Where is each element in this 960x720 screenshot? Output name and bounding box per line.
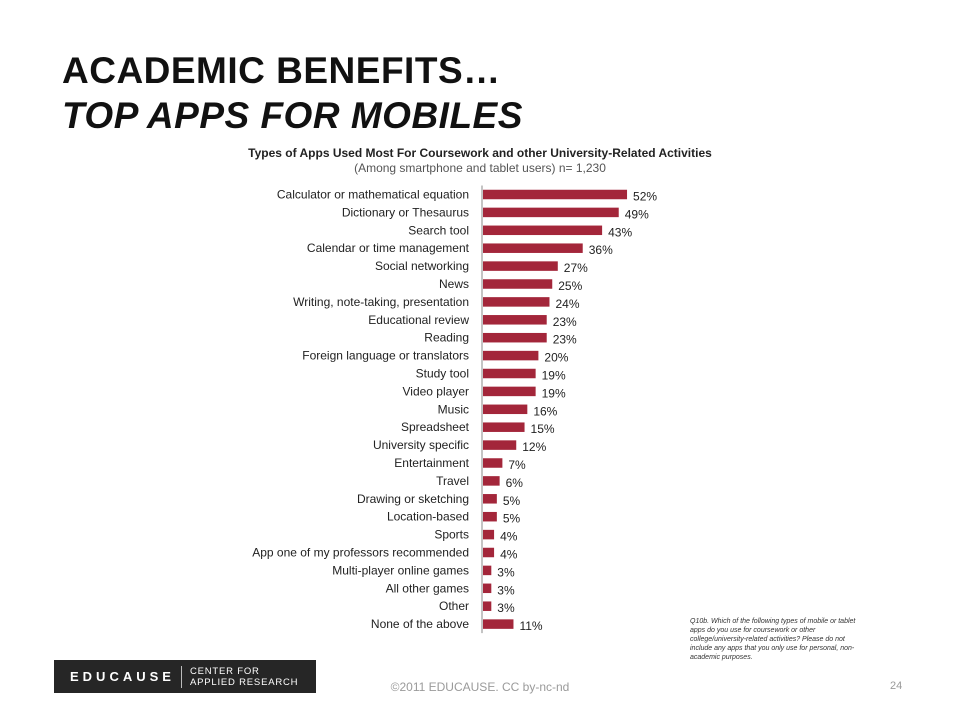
category-label: Social networking — [375, 259, 469, 273]
logo-main-text: EDUCAUSE — [70, 669, 175, 684]
data-label: 19% — [542, 386, 566, 400]
bar — [483, 601, 492, 611]
category-label: Educational review — [368, 313, 469, 327]
category-label: Reading — [424, 331, 469, 345]
bar — [483, 494, 497, 504]
category-label: Search tool — [408, 223, 469, 237]
data-label: 3% — [497, 601, 515, 615]
educause-logo: EDUCAUSE CENTER FOR APPLIED RESEARCH — [54, 660, 316, 693]
bar — [483, 279, 553, 289]
bar — [483, 332, 547, 343]
survey-question-note: Q10b. Which of the following types of mo… — [690, 618, 856, 661]
chart-title: Types of Apps Used Most For Coursework a… — [248, 146, 712, 160]
page-title-line2: TOP APPS FOR MOBILES — [62, 95, 523, 136]
bar — [483, 440, 517, 450]
bar — [483, 565, 492, 576]
data-label: 3% — [497, 583, 515, 597]
logo-subtext: CENTER FOR APPLIED RESEARCH — [190, 666, 298, 688]
data-label: 3% — [497, 565, 515, 579]
category-label: Video player — [403, 384, 470, 398]
bar — [483, 458, 503, 468]
copyright-footer: ©2011 EDUCAUSE. CC by-nc-nd — [390, 680, 570, 694]
bar — [483, 583, 492, 594]
data-label: 23% — [553, 315, 577, 329]
data-label: 7% — [508, 458, 526, 472]
bar — [483, 297, 550, 307]
category-label: All other games — [386, 581, 469, 595]
data-label: 4% — [500, 548, 518, 562]
bar — [483, 476, 500, 486]
category-label: Writing, note-taking, presentation — [293, 295, 469, 309]
bar — [483, 368, 536, 379]
category-label: Travel — [436, 474, 469, 488]
data-label: 25% — [558, 279, 582, 293]
bar — [483, 225, 603, 236]
logo-separator — [180, 665, 182, 688]
category-label: Entertainment — [394, 456, 469, 470]
bar — [483, 350, 539, 361]
logo-sub-line1: CENTER FOR — [189, 665, 260, 677]
category-label: App one of my professors recommended — [252, 546, 469, 560]
data-label: 11% — [519, 619, 542, 633]
category-label: Calendar or time management — [307, 241, 470, 255]
data-label: 23% — [553, 333, 577, 347]
bar — [483, 243, 583, 253]
chart-subtitle: (Among smartphone and tablet users) n= 1… — [354, 161, 606, 175]
logo-sub-line2: APPLIED RESEARCH — [189, 676, 299, 688]
bar — [483, 422, 525, 432]
category-label: Location-based — [387, 510, 469, 524]
category-label: Spreadsheet — [401, 420, 470, 434]
bar — [483, 315, 547, 325]
data-label: 15% — [531, 422, 555, 436]
category-label: Foreign language or translators — [302, 349, 469, 363]
category-label: Study tool — [416, 367, 469, 381]
bar — [483, 404, 528, 415]
data-label: 43% — [608, 225, 632, 239]
category-label: University specific — [373, 438, 469, 452]
data-label: 12% — [522, 440, 546, 454]
bar — [483, 386, 536, 397]
category-label: Other — [439, 599, 469, 613]
bar — [483, 189, 628, 200]
category-label: Drawing or sketching — [357, 492, 469, 506]
category-label: Multi-player online games — [332, 563, 469, 577]
page-number: 24 — [890, 680, 903, 692]
bar — [483, 207, 619, 218]
bar — [483, 511, 497, 522]
data-label: 5% — [503, 494, 521, 508]
data-label: 36% — [589, 243, 613, 257]
data-label: 20% — [544, 351, 568, 365]
data-label: 24% — [555, 297, 579, 311]
page-title-line1: ACADEMIC BENEFITS… — [62, 50, 501, 91]
bar — [483, 619, 514, 629]
data-label: 27% — [564, 261, 588, 275]
category-label: None of the above — [371, 617, 469, 631]
category-label: Dictionary or Thesaurus — [342, 205, 469, 219]
category-label: Calculator or mathematical equation — [277, 188, 469, 202]
category-label: News — [439, 277, 469, 291]
data-label: 6% — [506, 476, 524, 490]
data-label: 49% — [625, 207, 649, 221]
data-label: 19% — [542, 369, 566, 383]
bar — [483, 547, 495, 558]
category-label: Sports — [434, 528, 469, 542]
category-label: Music — [438, 402, 469, 416]
data-label: 5% — [503, 512, 521, 526]
data-label: 16% — [533, 404, 557, 418]
bar — [483, 261, 558, 271]
bar — [483, 529, 495, 540]
data-label: 52% — [633, 190, 657, 204]
data-label: 4% — [500, 530, 518, 544]
